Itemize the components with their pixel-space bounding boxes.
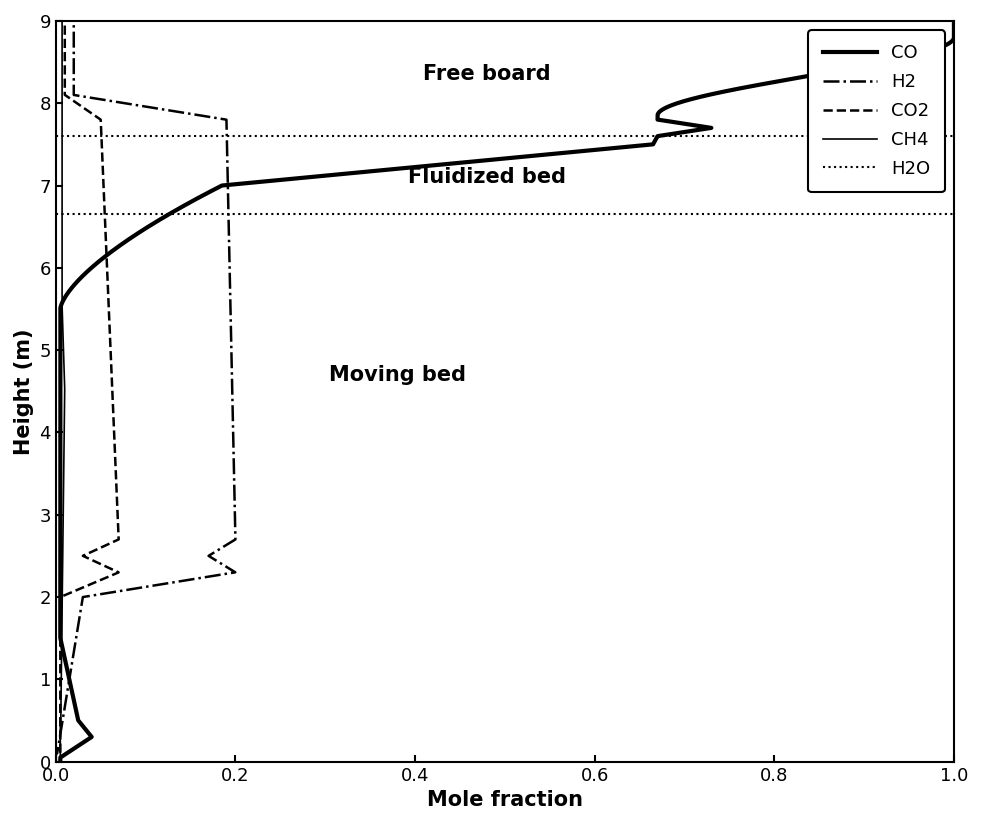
H2 (50, 756, 62, 766)
CH4 (58, 474, 70, 484)
CO2 (110, 474, 122, 484)
CH4 (54, 756, 66, 766)
CO (54, 312, 66, 322)
CO (561, 147, 573, 157)
Text: Moving bed: Moving bed (329, 365, 465, 385)
CH4 (56, 275, 68, 285)
CO2 (96, 147, 108, 157)
CO (948, 16, 959, 26)
H2 (225, 312, 237, 322)
CO2 (50, 756, 62, 766)
Line: H2: H2 (56, 21, 236, 761)
CO (54, 756, 66, 766)
Line: CO: CO (60, 21, 954, 761)
H2 (223, 204, 235, 214)
CO2 (103, 312, 115, 322)
Text: Free board: Free board (423, 64, 551, 84)
Legend: CO, H2, CO2, CH4, H2O: CO, H2, CO2, CH4, H2O (808, 30, 945, 192)
H2 (228, 474, 240, 484)
CO (54, 622, 66, 632)
H2 (72, 622, 83, 632)
CO (172, 204, 184, 214)
X-axis label: Mole fraction: Mole fraction (427, 790, 583, 810)
CO (73, 275, 84, 285)
H2 (224, 275, 236, 285)
CO2 (59, 16, 71, 26)
Y-axis label: Height (m): Height (m) (14, 328, 34, 455)
CO2 (98, 204, 110, 214)
CH4 (57, 312, 69, 322)
Text: Fluidized bed: Fluidized bed (408, 167, 566, 187)
Line: CO2: CO2 (56, 21, 119, 761)
CO2 (102, 275, 114, 285)
CO (54, 474, 66, 484)
H2 (221, 147, 233, 157)
CH4 (56, 622, 68, 632)
CH4 (56, 204, 68, 214)
H2 (68, 16, 80, 26)
Line: CH4: CH4 (60, 21, 65, 761)
CO2 (54, 622, 66, 632)
CH4 (56, 16, 68, 26)
CH4 (56, 147, 68, 157)
